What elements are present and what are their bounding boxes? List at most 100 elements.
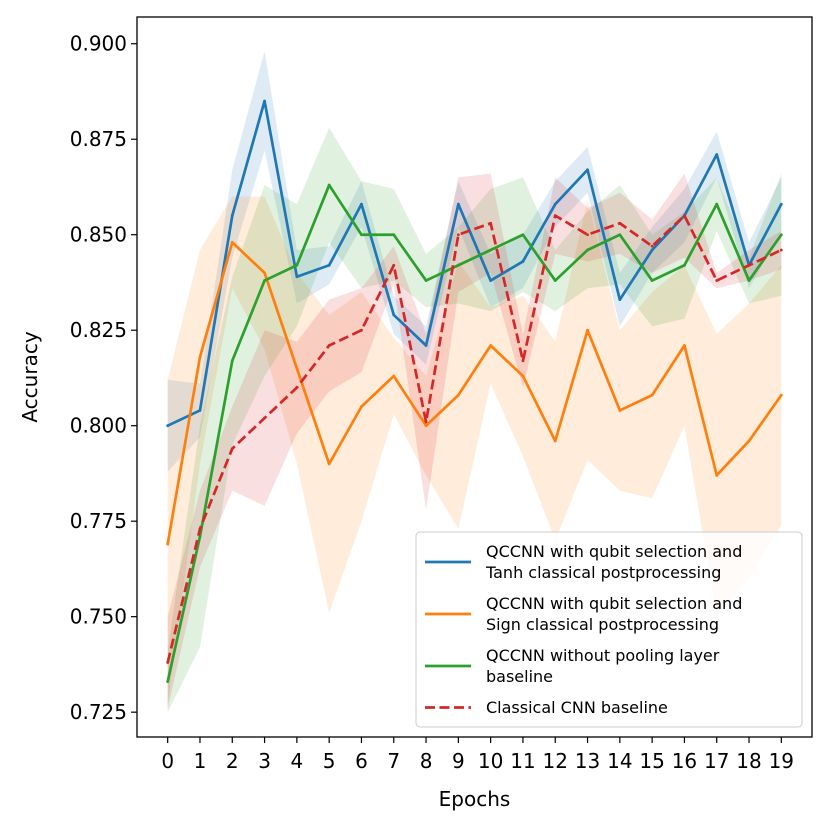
x-tick-label: 19 [769, 749, 794, 773]
x-tick-label: 9 [452, 749, 465, 773]
y-tick-label: 0.800 [70, 414, 127, 438]
data-point-s3-x19 [779, 248, 783, 252]
data-point-s0-x8 [424, 344, 428, 347]
x-tick-label: 13 [575, 749, 600, 773]
data-point-s2-x12 [553, 279, 557, 282]
legend-label: Sign classical postprocessing [486, 615, 719, 634]
data-point-s1-x17 [715, 473, 719, 477]
data-point-s2-x10 [489, 248, 493, 252]
data-point-s3-x15 [650, 244, 654, 248]
axes-frame [136, 16, 813, 738]
band-qccnn-with-qubit-selection-and-sign-classical-postprocessing [167, 196, 782, 705]
legend: QCCNN with qubit selection and Tanh class… [415, 531, 803, 728]
data-point-s0-x12 [553, 202, 557, 206]
data-point-s0-x6 [360, 202, 363, 206]
data-point-s1-x5 [327, 462, 331, 466]
data-point-s0-x10 [489, 279, 493, 282]
band-classical-cnn-baseline [167, 173, 782, 709]
data-point-s0-x0 [166, 424, 170, 428]
x-tick-label: 5 [323, 749, 336, 773]
data-point-s2-x2 [230, 359, 234, 363]
x-tick-label: 11 [510, 749, 535, 773]
data-point-s0-x3 [263, 99, 266, 103]
data-point-s3-x3 [263, 416, 266, 420]
y-tick-label: 0.750 [70, 605, 127, 629]
data-point-s2-x13 [586, 248, 589, 252]
y-tick-label: 0.850 [70, 223, 127, 247]
data-point-s2-x7 [392, 233, 396, 237]
y-axis-ticks: 0.725 0.750 0.775 0.800 0.825 0.850 0.875 0.900 [70, 32, 137, 724]
data-point-s3-x16 [683, 214, 686, 218]
data-point-s0-x7 [392, 313, 396, 317]
x-tick-label: 4 [291, 749, 304, 773]
data-point-s3-x6 [360, 328, 363, 332]
data-point-s0-x14 [618, 298, 622, 302]
legend-label: Classical CNN baseline [486, 698, 668, 717]
data-point-s2-x17 [715, 202, 719, 206]
series-line-qccnn-without-pooling-layer-baseline [166, 183, 783, 682]
data-point-s2-x8 [424, 279, 428, 282]
data-point-s3-x7 [392, 263, 396, 267]
data-point-s3-x17 [715, 279, 719, 282]
data-point-s1-x0 [166, 542, 170, 546]
data-point-s0-x1 [198, 409, 202, 412]
data-point-s1-x15 [650, 393, 654, 397]
data-point-s2-x16 [683, 263, 686, 267]
y-axis-title: Accuracy [18, 331, 42, 422]
legend-label: Tanh classical postprocessing [485, 563, 721, 582]
x-tick-label: 3 [258, 749, 271, 773]
x-tick-label: 12 [543, 749, 568, 773]
data-point-s2-x18 [747, 279, 751, 282]
data-point-s0-x5 [327, 263, 331, 267]
data-point-s0-x4 [295, 275, 299, 279]
data-point-s2-x3 [263, 279, 266, 282]
data-point-s1-x9 [456, 393, 460, 397]
x-tick-label: 7 [387, 749, 400, 773]
band-qccnn-with-qubit-selection-and-tanh-classical-postprocessing [167, 51, 782, 472]
data-point-s1-x12 [553, 439, 557, 443]
band-qccnn-without-pooling-layer-baseline [167, 127, 782, 713]
data-point-s2-x15 [650, 279, 654, 282]
y-tick-label: 0.900 [70, 32, 127, 56]
data-point-s0-x2 [230, 214, 234, 218]
y-tick-label: 0.725 [70, 700, 127, 724]
data-point-s3-x13 [586, 233, 589, 237]
legend-label: QCCNN without pooling layer [486, 646, 720, 665]
data-point-s0-x13 [586, 168, 589, 172]
data-point-s1-x6 [360, 405, 363, 409]
x-tick-label: 16 [672, 749, 697, 773]
x-tick-label: 6 [355, 749, 368, 773]
y-tick-label: 0.875 [70, 127, 127, 151]
x-tick-label: 8 [420, 749, 433, 773]
data-point-s1-x19 [779, 393, 783, 397]
legend-label: QCCNN with qubit selection and [486, 542, 742, 561]
x-tick-label: 10 [478, 749, 503, 773]
data-point-s1-x10 [489, 344, 493, 347]
data-point-s2-x5 [327, 183, 331, 187]
data-point-s1-x18 [747, 439, 751, 443]
data-point-s1-x1 [198, 355, 202, 359]
data-point-s2-x9 [456, 263, 460, 267]
legend-label: baseline [486, 667, 553, 686]
x-tick-label: 0 [161, 749, 174, 773]
data-point-s1-x8 [424, 424, 428, 428]
x-tick-label: 15 [639, 749, 664, 773]
data-point-s3-x2 [230, 447, 234, 451]
data-point-s2-x14 [618, 233, 622, 237]
data-point-s3-x10 [489, 221, 493, 225]
data-point-s0-x9 [456, 202, 460, 206]
data-point-s3-x4 [295, 386, 299, 389]
series-lines [166, 99, 783, 684]
x-axis-ticks: 0 1 2 3 4 5 6 7 8 9 10 11 12 13 14 15 16 17 18 19 [161, 737, 794, 773]
data-point-s0-x19 [779, 202, 783, 206]
data-point-s2-x19 [779, 233, 783, 237]
x-axis-title: Epochs [439, 787, 511, 811]
series-line-classical-cnn-baseline [166, 214, 782, 663]
confidence-bands [167, 51, 782, 713]
data-point-s1-x11 [521, 374, 525, 378]
data-point-s0-x17 [715, 153, 719, 156]
x-tick-label: 17 [704, 749, 729, 773]
x-tick-label: 14 [607, 749, 632, 773]
data-point-s3-x1 [198, 527, 202, 531]
